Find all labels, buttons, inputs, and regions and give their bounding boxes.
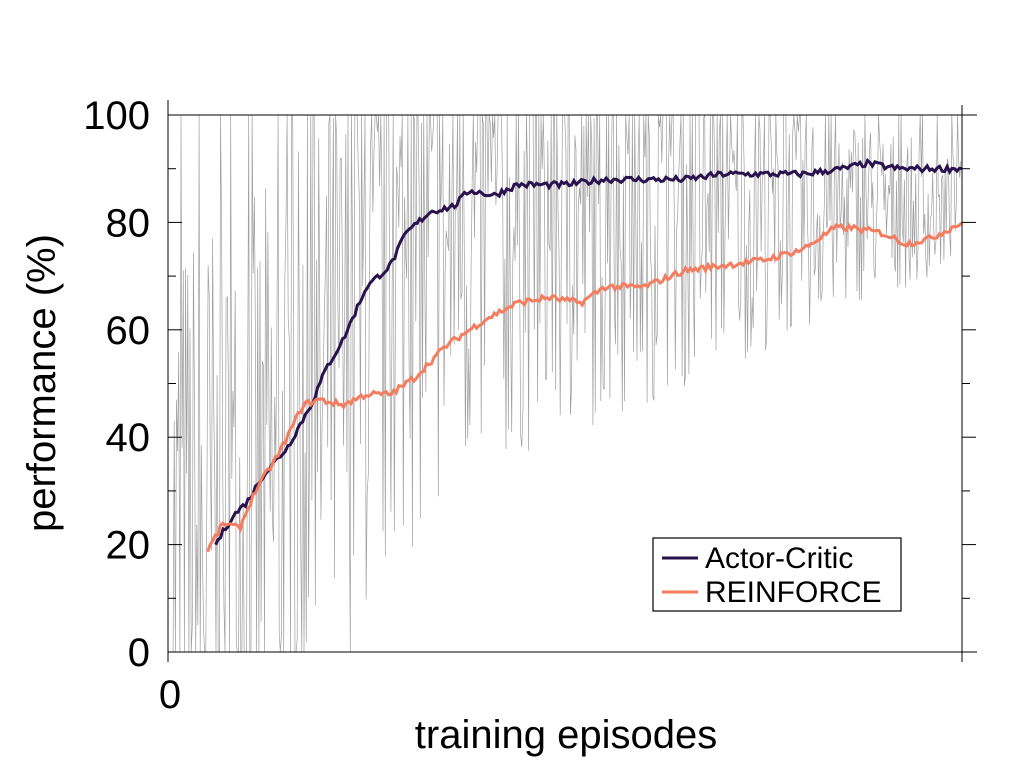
y-tick-label: 100 <box>83 94 150 138</box>
axes <box>167 100 977 662</box>
y-tick-label: 80 <box>106 201 151 245</box>
legend-box <box>652 537 902 612</box>
tick-labels: 0 20 40 60 80 100 0 <box>83 94 181 717</box>
series-line-reinforce <box>206 221 964 553</box>
y-axis-title: performance (%) <box>20 234 64 532</box>
y-tick-label: 40 <box>106 416 151 460</box>
legend: Actor-Critic REINFORCE <box>652 537 902 612</box>
y-tick-label: 20 <box>106 524 151 568</box>
raw-episode-traces <box>172 114 962 653</box>
x-axis-title: training episodes <box>415 713 717 757</box>
y-tick-label: 0 <box>128 631 150 675</box>
raw-episode-line <box>172 114 962 653</box>
legend-label-actor-critic: Actor-Critic <box>705 542 853 575</box>
x-tick-label: 0 <box>159 673 181 717</box>
series-line-actor-critic <box>214 157 963 546</box>
legend-label-reinforce: REINFORCE <box>705 576 882 609</box>
y-tick-label: 60 <box>106 309 151 353</box>
series-lines <box>206 157 964 553</box>
